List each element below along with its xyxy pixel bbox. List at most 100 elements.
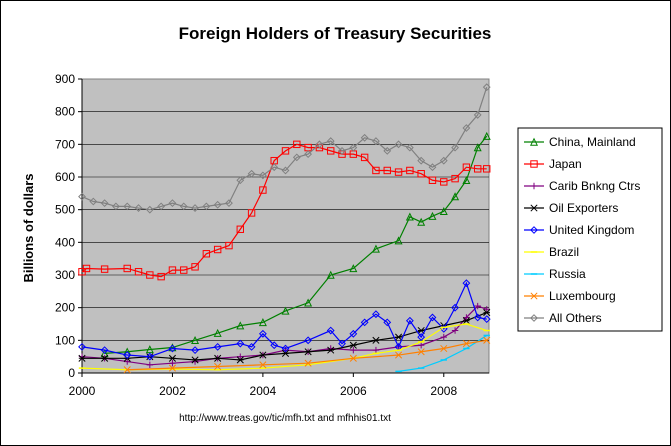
data-point <box>247 209 256 217</box>
data-point <box>146 361 154 369</box>
data-point <box>451 143 459 152</box>
data-point <box>473 313 482 322</box>
data-point <box>440 344 448 353</box>
data-point <box>406 166 414 175</box>
series-line <box>81 281 487 358</box>
data-point <box>214 354 222 362</box>
data-point <box>482 315 491 324</box>
data-point <box>338 146 346 155</box>
data-point <box>213 342 222 351</box>
data-point <box>236 339 245 348</box>
x-tick-label: 2004 <box>250 384 277 398</box>
data-point <box>179 202 188 211</box>
data-point <box>360 133 369 142</box>
data-point <box>451 174 459 183</box>
data-point <box>327 346 335 354</box>
data-point <box>281 166 290 175</box>
data-point <box>372 310 380 319</box>
data-point <box>145 345 154 354</box>
data-point <box>462 340 470 348</box>
y-tick-label: 300 <box>55 268 75 282</box>
data-point <box>259 361 267 369</box>
legend-label: All Others <box>549 311 602 325</box>
data-point <box>247 169 256 178</box>
data-point <box>394 140 403 149</box>
y-tick-label: 100 <box>55 333 75 347</box>
data-point <box>281 344 290 353</box>
data-point <box>123 202 132 211</box>
data-point <box>146 271 154 279</box>
data-point <box>473 165 482 173</box>
data-point <box>417 333 426 341</box>
data-point <box>428 176 437 184</box>
data-point <box>482 131 491 140</box>
data-point <box>428 163 437 172</box>
data-point <box>202 250 211 258</box>
data-point <box>134 268 143 276</box>
data-point <box>383 318 392 327</box>
data-point <box>202 202 211 211</box>
data-point <box>350 346 357 354</box>
x-tick-label: 2000 <box>69 384 96 398</box>
y-tick-label: 700 <box>55 137 75 151</box>
data-point <box>236 321 245 330</box>
data-point <box>213 328 222 337</box>
data-point <box>349 143 358 152</box>
legend-item: Carib Bnkng Ctrs <box>524 179 640 193</box>
data-point <box>372 166 380 175</box>
legend-item: Japan <box>524 157 582 171</box>
data-point <box>169 360 176 367</box>
data-point <box>157 202 166 211</box>
data-point <box>530 182 538 190</box>
data-point <box>281 147 290 155</box>
data-point <box>134 204 143 212</box>
data-point <box>258 318 267 327</box>
chart-title: Foreign Holders of Treasury Securities <box>179 24 492 43</box>
legend-item: Russia <box>524 267 586 281</box>
data-point <box>360 318 369 327</box>
data-point <box>483 165 491 173</box>
data-point <box>394 236 403 245</box>
data-point <box>191 346 199 355</box>
data-point <box>112 202 120 211</box>
data-point <box>191 336 200 345</box>
data-point <box>371 244 380 253</box>
data-point <box>349 264 358 273</box>
data-point <box>428 211 437 220</box>
data-point <box>191 204 199 212</box>
data-point <box>191 263 199 271</box>
data-point <box>463 314 470 321</box>
series-luxembourg <box>123 336 491 374</box>
legend-item: All Others <box>524 311 602 325</box>
data-point <box>304 359 312 367</box>
data-point <box>168 344 177 353</box>
legend-item: China, Mainland <box>524 135 636 149</box>
data-point <box>213 200 222 209</box>
legend-item: Oil Exporters <box>524 201 618 215</box>
data-point <box>247 342 256 351</box>
data-point <box>360 153 369 162</box>
data-point <box>372 346 380 354</box>
data-point <box>100 199 109 208</box>
data-point <box>338 339 346 348</box>
data-point <box>372 137 380 145</box>
data-point <box>123 264 131 273</box>
data-point <box>236 356 244 364</box>
data-point <box>236 176 245 185</box>
data-point <box>213 245 222 254</box>
series-china-mainland <box>100 131 491 358</box>
data-point <box>462 124 471 132</box>
data-point <box>304 150 313 159</box>
data-point <box>483 306 490 313</box>
legend-label: Brazil <box>549 245 579 259</box>
data-point <box>236 225 244 233</box>
x-tick-label: 2008 <box>430 384 457 398</box>
legend-label: Russia <box>549 267 586 281</box>
data-point <box>349 341 357 349</box>
legend-item: United Kingdom <box>524 223 634 237</box>
y-tick-label: 200 <box>55 301 75 315</box>
data-point <box>462 317 470 325</box>
data-point <box>225 241 233 250</box>
data-point <box>395 333 403 341</box>
